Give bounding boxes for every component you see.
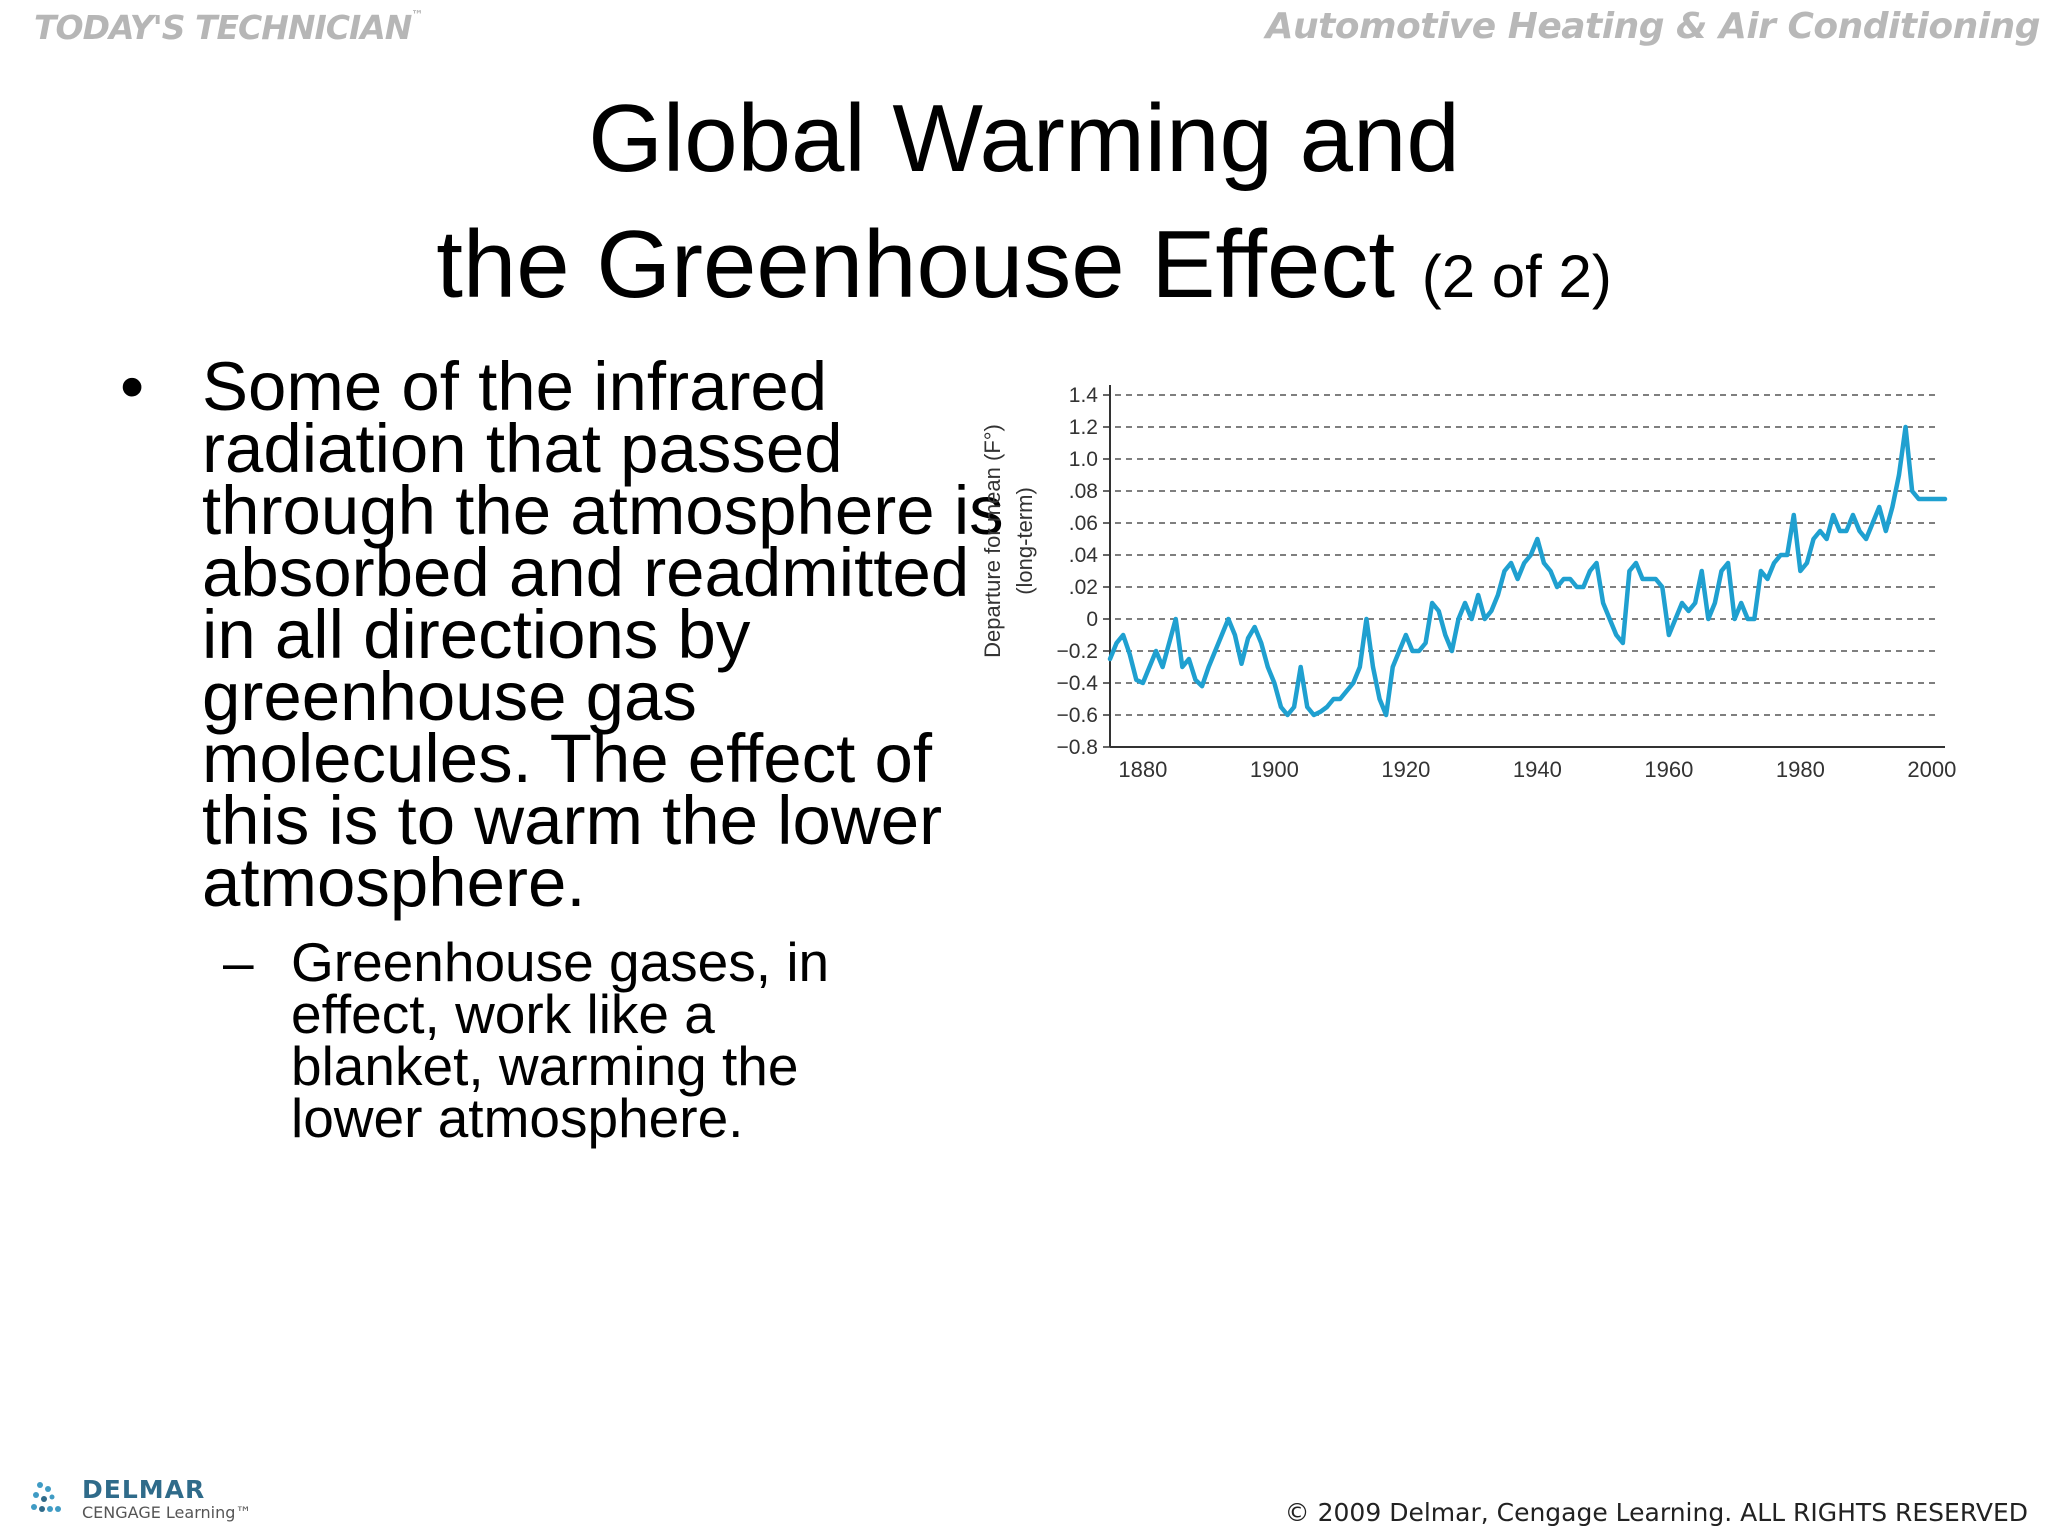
x-tick-label: 2000: [1907, 757, 1956, 782]
y-axis-label: Departure for mean (F°): [980, 424, 1005, 658]
title-line-1: Global Warming and: [588, 85, 1460, 192]
bullet-marker: •: [120, 348, 145, 425]
chart-axes: [1103, 385, 1945, 748]
logo-name: DELMAR: [82, 1475, 206, 1504]
chart-series-layer: [1107, 424, 1948, 718]
y-tick-label: −0.4: [1057, 672, 1099, 695]
x-tick-label: 1960: [1644, 757, 1693, 782]
y-tick-label: 1.0: [1069, 448, 1098, 471]
subbullet-text: Greenhouse gases, in effect, work like a…: [291, 931, 830, 1149]
y-tick-label: 1.2: [1069, 416, 1098, 439]
y-tick-label: .06: [1069, 512, 1098, 535]
temperature-chart: 1.4 1.2 1.0 .08 .06 .04 .02 0 −0.2 −0.4 −0.6 −0.8 18…: [965, 375, 1965, 800]
copyright-notice: © 2009 Delmar, Cengage Learning. ALL RIG…: [1284, 1498, 2028, 1527]
delmar-logo: DELMAR CENGAGE Learning™: [30, 1475, 270, 1523]
y-tick-label: .08: [1069, 480, 1098, 503]
x-tick-label: 1980: [1776, 757, 1825, 782]
delmar-dots-icon: [31, 1482, 61, 1512]
bullet-list: • Some of the infrared radiation that pa…: [120, 348, 1020, 1146]
bullet-item: • Some of the infrared radiation that pa…: [120, 348, 1020, 917]
y-axis-label-2: (long-term): [1012, 487, 1037, 595]
brand-logo-right: Automotive Heating & Air Conditioning: [1265, 6, 2041, 47]
brand-left-text: TODAY'S TECHNICIAN: [34, 8, 412, 47]
subbullet-item: – Greenhouse gases, in effect, work like…: [223, 931, 911, 1146]
y-tick-label: −0.8: [1057, 736, 1098, 759]
y-tick-label: −0.2: [1057, 640, 1098, 663]
y-tick-label: 0: [1086, 608, 1098, 631]
temperature-series-line: [1107, 424, 1948, 718]
x-tick-label: 1880: [1118, 757, 1167, 782]
chart-svg: 1.4 1.2 1.0 .08 .06 .04 .02 0 −0.2 −0.4 −0.6 −0.8 18…: [980, 384, 1957, 782]
y-tick-label: .02: [1069, 576, 1098, 599]
chart-grid: [1115, 394, 1935, 716]
y-tick-label: −0.6: [1057, 704, 1098, 727]
y-tick-label: 1.4: [1069, 384, 1099, 407]
x-tick-label: 1940: [1513, 757, 1562, 782]
x-tick-label: 1920: [1381, 757, 1430, 782]
subbullet-marker: –: [223, 931, 254, 993]
trademark-mark: ™: [411, 8, 423, 22]
logo-tm: ™: [235, 1503, 252, 1522]
brand-logo-left: TODAY'S TECHNICIAN™: [34, 8, 423, 47]
chart-axis-labels: Departure for mean (F°) (long-term): [980, 424, 1037, 658]
slide-title: Global Warming and the Greenhouse Effect…: [0, 76, 2048, 340]
logo-sub-text: CENGAGE Learning: [82, 1503, 236, 1522]
bullet-text: Some of the infrared radiation that pass…: [202, 348, 1004, 921]
chart-tick-labels: 1.4 1.2 1.0 .08 .06 .04 .02 0 −0.2 −0.4 −0.6 −0.8 18…: [1057, 384, 1957, 782]
logo-subtitle: CENGAGE Learning™: [82, 1503, 251, 1522]
x-tick-label: 1900: [1250, 757, 1299, 782]
y-tick-label: .04: [1069, 544, 1099, 567]
title-line-2-text: the Greenhouse Effect: [436, 211, 1396, 318]
title-line-2: the Greenhouse Effect (2 of 2): [0, 202, 2048, 340]
title-suffix: (2 of 2): [1421, 243, 1612, 310]
